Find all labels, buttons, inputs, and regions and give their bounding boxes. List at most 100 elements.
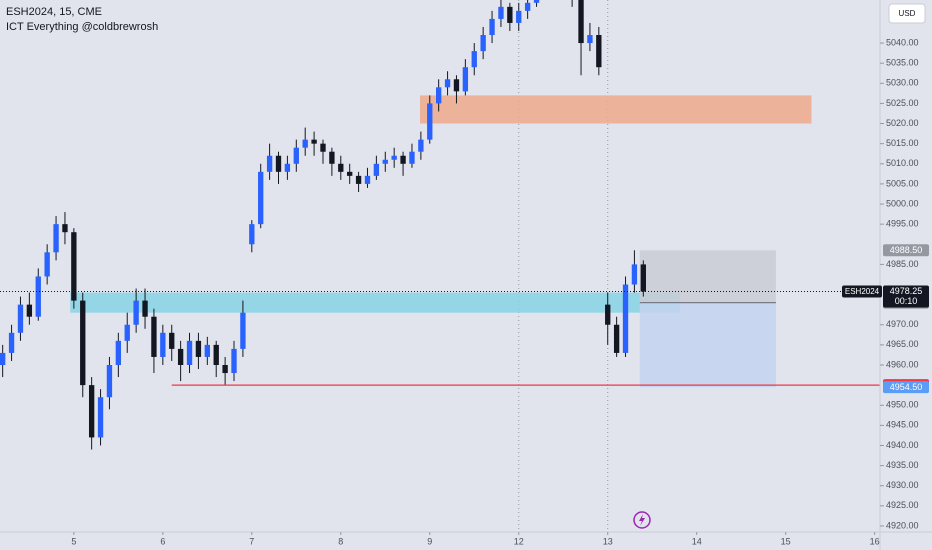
y-tick-label: 4925.00 (886, 500, 919, 510)
candle-body (498, 6, 504, 19)
x-tick-label: 15 (781, 536, 791, 546)
symbol-tag: ESH2024 (845, 287, 880, 296)
candle-body (35, 276, 41, 317)
x-tick-label: 14 (692, 536, 702, 546)
x-tick-label: 13 (603, 536, 613, 546)
candle-body (631, 264, 638, 285)
y-tick-label: 4960.00 (886, 359, 919, 369)
candle-body (213, 344, 219, 365)
candle-body (320, 143, 326, 152)
candle-body (195, 340, 202, 357)
candle-body (17, 304, 24, 333)
y-tick-label: 4940.00 (886, 440, 919, 450)
alert-icon[interactable] (633, 511, 651, 529)
y-tick-label: 5000.00 (886, 198, 919, 208)
candle-body (142, 300, 148, 317)
price-label-box (883, 244, 929, 257)
candle-body (80, 300, 86, 386)
y-tick-label: 4965.00 (886, 339, 919, 349)
candle-body (293, 147, 299, 164)
candle-body (177, 348, 184, 365)
zone (639, 302, 776, 388)
candle-body (391, 155, 397, 160)
y-tick-label: 5040.00 (886, 37, 919, 47)
y-tick-label: 4930.00 (886, 480, 919, 490)
candle-body (533, 0, 540, 3)
candle-body (97, 397, 104, 438)
y-tick-label: 4950.00 (886, 400, 919, 410)
y-tick-label: 5035.00 (886, 58, 919, 68)
x-tick-label: 16 (870, 536, 880, 546)
candle-body (364, 175, 371, 184)
candle-body (462, 67, 469, 92)
x-tick-label: 5 (71, 536, 76, 546)
price-axis (880, 0, 932, 550)
y-tick-label: 5025.00 (886, 98, 919, 108)
symbol-tag-box (842, 285, 882, 298)
x-tick-label: 8 (338, 536, 343, 546)
candle-body (0, 352, 6, 365)
candle-body (275, 155, 282, 172)
candle-body (489, 18, 495, 36)
candle-body (435, 87, 442, 104)
candle-body (427, 103, 433, 140)
x-tick-label: 6 (160, 536, 165, 546)
candle-body (418, 139, 424, 152)
price-label-box (883, 381, 929, 394)
plot-area (0, 0, 880, 532)
candle-body (8, 332, 15, 353)
candle-body (605, 304, 611, 325)
candle-body (133, 300, 139, 325)
y-tick-label: 4945.00 (886, 420, 919, 430)
candle-body (169, 332, 175, 349)
y-tick-label: 5010.00 (886, 158, 919, 168)
candle-body (338, 163, 344, 172)
y-tick-label: 4985.00 (886, 259, 919, 269)
candle-body (578, 0, 584, 44)
candle-body (329, 151, 335, 164)
candle-body (266, 155, 273, 172)
y-tick-label: 4935.00 (886, 460, 919, 470)
candle-body (44, 252, 50, 277)
candle-body (622, 284, 629, 353)
candle-body (516, 10, 522, 23)
last-price-box (883, 285, 929, 308)
y-tick-label: 5020.00 (886, 118, 919, 128)
y-tick-label: 4920.00 (886, 520, 919, 530)
candle-body (347, 171, 353, 176)
candle-body (373, 163, 380, 176)
currency-button[interactable] (888, 3, 926, 24)
y-tick-label: 5015.00 (886, 138, 919, 148)
candle-body (587, 35, 593, 44)
candle-body (26, 304, 33, 317)
price-label: 4954.50 (890, 382, 923, 392)
candle-body (258, 171, 264, 225)
candle-body (409, 151, 415, 164)
candle-body (507, 6, 513, 23)
candle-body (524, 2, 531, 11)
y-tick-label: 4995.00 (886, 219, 919, 229)
candle-body (596, 35, 602, 68)
candle-body (311, 139, 317, 144)
candle-body (124, 324, 130, 341)
candle-body (231, 348, 237, 374)
candle-body (382, 159, 388, 164)
y-tick-label: 5030.00 (886, 78, 919, 88)
candle-body (53, 224, 59, 253)
chart-subtitle: ICT Everything @coldbrewrosh (6, 21, 158, 33)
candle-body (62, 224, 68, 233)
x-tick-label: 12 (514, 536, 524, 546)
candle-body (71, 232, 77, 301)
candle-body (400, 155, 406, 164)
zone (639, 250, 776, 303)
x-tick-label: 9 (427, 536, 432, 546)
candle-body (115, 340, 122, 365)
candle-body (240, 312, 246, 349)
last-price-label: 4978.25 (890, 286, 923, 296)
zone (419, 95, 812, 124)
candle-body (222, 364, 228, 374)
candle-body (640, 264, 646, 292)
